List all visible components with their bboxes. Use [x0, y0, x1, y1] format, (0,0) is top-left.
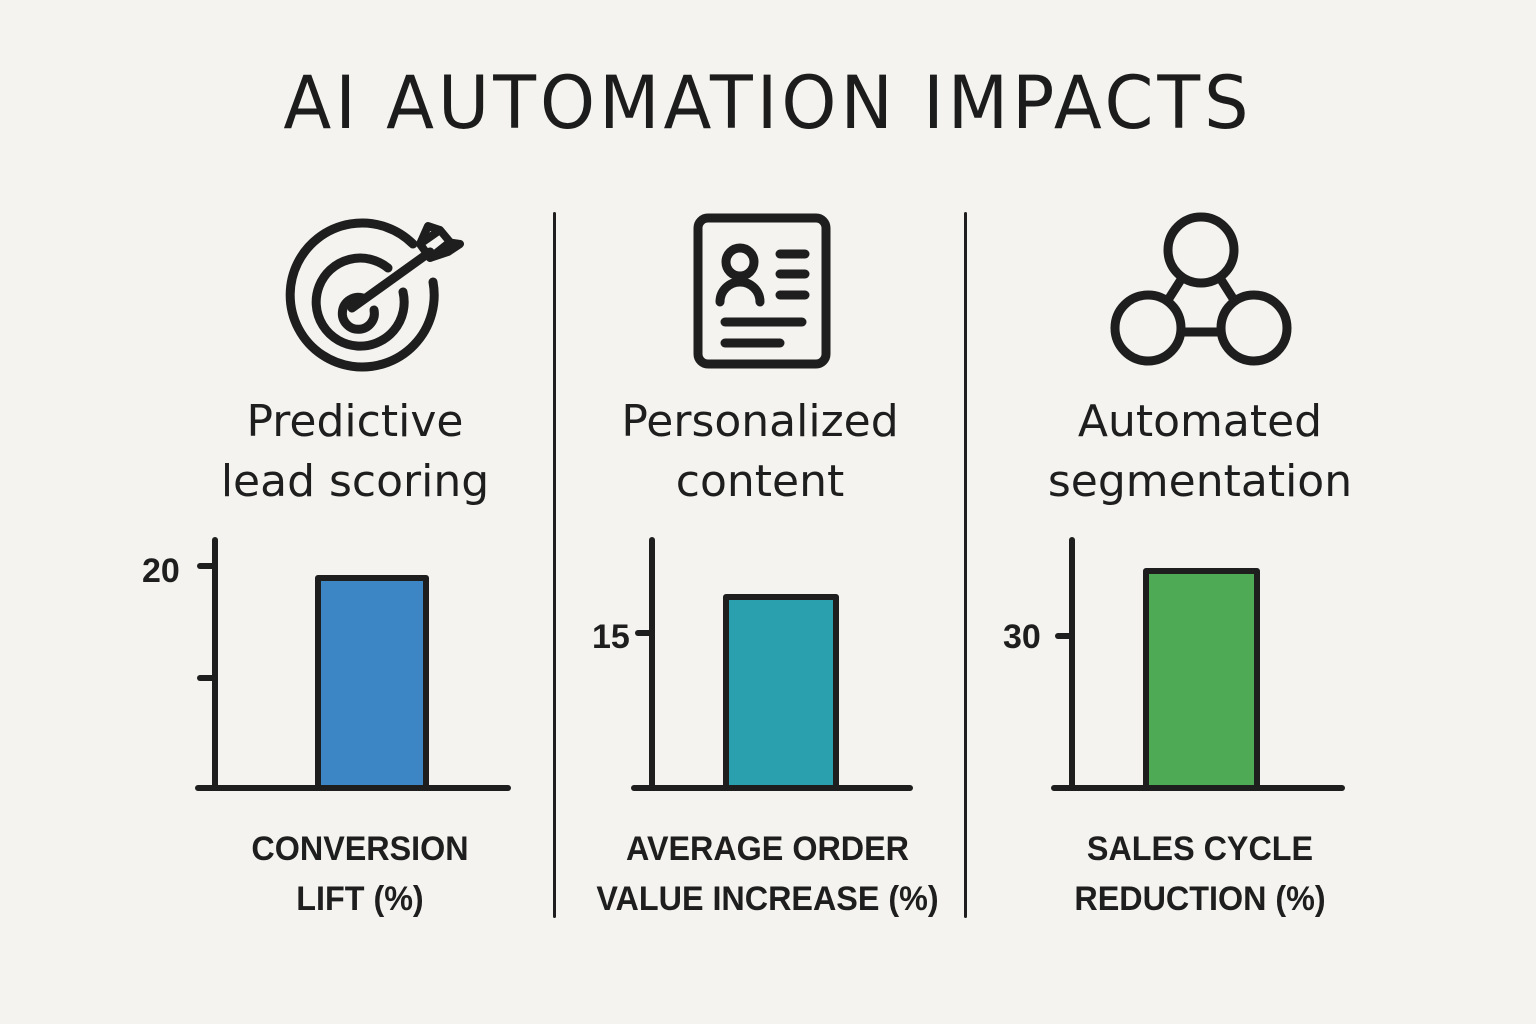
y-tick-label: 15: [592, 618, 630, 656]
category-label: Personalized content: [621, 396, 899, 507]
panel-divider-2: [964, 212, 967, 918]
y-tick-label: 30: [1003, 618, 1041, 656]
bar-chart-sales-cycle-reduction: [1051, 537, 1345, 791]
category-label: Automated segmentation: [1047, 396, 1353, 507]
metric-label: CONVERSION LIFT (%): [251, 830, 469, 918]
bar-chart-conversion-lift: [195, 537, 511, 791]
metric-label: SALES CYCLE REDUCTION (%): [1074, 830, 1326, 918]
profile-document-icon: [693, 213, 831, 369]
metric-label: AVERAGE ORDER VALUE INCREASE (%): [596, 830, 939, 918]
target-arrow-icon: [285, 218, 464, 372]
bar-conversion-lift: [315, 575, 429, 791]
bar-chart-aov-increase: [631, 537, 913, 791]
segment-network-icon: [1110, 212, 1292, 366]
chart-title: AI AUTOMATION IMPACTS: [283, 59, 1253, 147]
y-tick-label: 20: [142, 552, 180, 590]
bar-aov-increase: [723, 594, 839, 791]
panel-divider-1: [553, 212, 556, 918]
bar-sales-cycle-reduction: [1143, 568, 1260, 791]
category-label: Predictive lead scoring: [220, 396, 490, 507]
